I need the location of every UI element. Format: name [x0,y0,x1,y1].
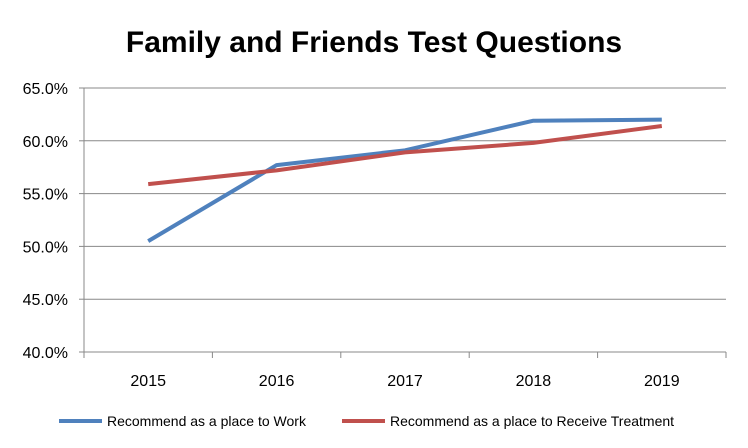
x-tick-label: 2016 [259,373,295,390]
gridlines [79,87,726,353]
y-axis-ticks: 40.0% 45.0% 50.0% 55.0% 60.0% 65.0% [23,81,68,362]
y-tick-label: 50.0% [23,239,68,256]
chart-title: Family and Friends Test Questions [126,26,622,59]
x-tick-label: 2017 [387,373,423,390]
series-line-2 [147,124,663,187]
y-tick-label: 40.0% [23,345,68,362]
axes [83,88,727,358]
y-tick-label: 65.0% [23,81,68,98]
x-axis-ticks: 2015 2016 2017 2018 2019 [130,373,679,390]
x-tick-label: 2019 [644,373,680,390]
y-tick-label: 45.0% [23,292,68,309]
legend: Recommend as a place to Work Recommend as… [59,413,674,429]
y-tick-label: 60.0% [23,134,68,151]
legend-label: Recommend as a place to Work [107,413,307,429]
x-tick-label: 2018 [516,373,552,390]
x-tick-label: 2015 [130,373,166,390]
y-tick-label: 55.0% [23,187,68,204]
legend-label: Recommend as a place to Receive Treatmen… [390,413,674,429]
series-lines [147,117,663,243]
